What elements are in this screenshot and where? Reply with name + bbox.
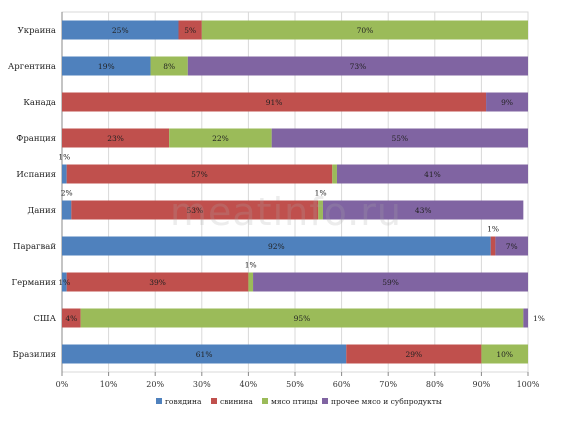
x-tick-label: 100% (517, 380, 540, 389)
data-label: 55% (392, 134, 409, 143)
legend-label: мясо птицы (271, 397, 318, 406)
bar-segment (486, 92, 528, 112)
data-label: 9% (501, 98, 513, 107)
category-label: Испания (16, 170, 56, 180)
category-label: Аргентина (8, 62, 56, 72)
data-label: 23% (107, 134, 124, 143)
data-label: 41% (424, 170, 441, 179)
data-label: 61% (196, 350, 213, 359)
x-tick-label: 10% (100, 380, 118, 389)
x-tick-label: 40% (240, 380, 258, 389)
category-label: США (33, 314, 56, 324)
bar-segment (523, 308, 528, 328)
bar-segment (169, 128, 272, 148)
data-label: 1% (58, 278, 70, 287)
data-label: 95% (294, 314, 311, 323)
category-label: Канада (23, 98, 56, 108)
data-label: 1% (533, 314, 545, 323)
bar-segment (346, 344, 482, 364)
bar-segment (332, 164, 337, 184)
data-label: 29% (405, 350, 422, 359)
bar-segment (66, 272, 249, 292)
bar-segment (187, 56, 528, 76)
bar-segment (71, 200, 319, 220)
data-label: 8% (163, 62, 175, 71)
data-label: 25% (112, 26, 129, 35)
bar-segment (62, 272, 67, 292)
bar-segment (178, 20, 202, 40)
legend-swatch (322, 398, 328, 404)
category-label: Германия (12, 278, 56, 288)
bar-segment (248, 272, 254, 292)
data-label: 39% (149, 278, 166, 287)
bar-segment (271, 128, 528, 148)
x-tick-label: 20% (146, 380, 164, 389)
data-label: 1% (315, 189, 327, 198)
data-label: 5% (184, 26, 196, 35)
data-label: 1% (245, 261, 257, 270)
bar-segment (495, 236, 528, 256)
bar-segment (62, 200, 72, 220)
bar-segment (150, 56, 188, 76)
category-label: Украина (18, 26, 56, 36)
bar-segment (481, 344, 528, 364)
bar-segment (62, 236, 491, 256)
category-label: Франция (16, 134, 56, 144)
bar-segment (253, 272, 528, 292)
data-label: 43% (415, 206, 432, 215)
data-label: 10% (496, 350, 513, 359)
data-label: 59% (382, 278, 399, 287)
data-label: 92% (268, 242, 285, 251)
legend-label: говядина (165, 397, 202, 406)
data-label: 1% (58, 153, 70, 162)
legend-swatch (156, 398, 162, 404)
bar-segment (62, 92, 487, 112)
data-label: 70% (357, 26, 374, 35)
x-tick-label: 50% (286, 380, 304, 389)
data-label: 57% (191, 170, 208, 179)
bar-segment (318, 200, 323, 220)
legend-swatch (211, 398, 217, 404)
bar-segment (490, 236, 496, 256)
x-tick-label: 80% (426, 380, 444, 389)
legend-label: свинина (220, 397, 253, 406)
bar-segment (322, 200, 524, 220)
data-label: 22% (212, 134, 229, 143)
bar-segment (66, 164, 333, 184)
category-label: Бразилия (13, 350, 56, 360)
x-tick-label: 70% (379, 380, 397, 389)
bar-segment (62, 56, 151, 76)
x-tick-label: 30% (193, 380, 211, 389)
bar-segment (62, 20, 179, 40)
data-label: 73% (350, 62, 367, 71)
bar-segment (62, 308, 81, 328)
x-tick-label: 60% (333, 380, 351, 389)
bar-segment (201, 20, 529, 40)
data-label: 1% (487, 225, 499, 234)
x-tick-label: 0% (56, 380, 69, 389)
category-label: Дания (27, 206, 56, 216)
data-label: 53% (186, 206, 203, 215)
legend-swatch (262, 398, 268, 404)
category-label: Парагвай (13, 242, 56, 252)
x-tick-label: 90% (473, 380, 491, 389)
bar-segment (62, 164, 67, 184)
data-label: 2% (61, 189, 73, 198)
data-label: 4% (65, 314, 77, 323)
bar-segment (62, 128, 170, 148)
bar-segment (62, 344, 347, 364)
data-label: 7% (506, 242, 518, 251)
data-label: 91% (266, 98, 283, 107)
data-label: 19% (98, 62, 115, 71)
bar-segment (336, 164, 528, 184)
legend-label: прочее мясо и субпродукты (331, 397, 442, 406)
bar-segment (80, 308, 524, 328)
